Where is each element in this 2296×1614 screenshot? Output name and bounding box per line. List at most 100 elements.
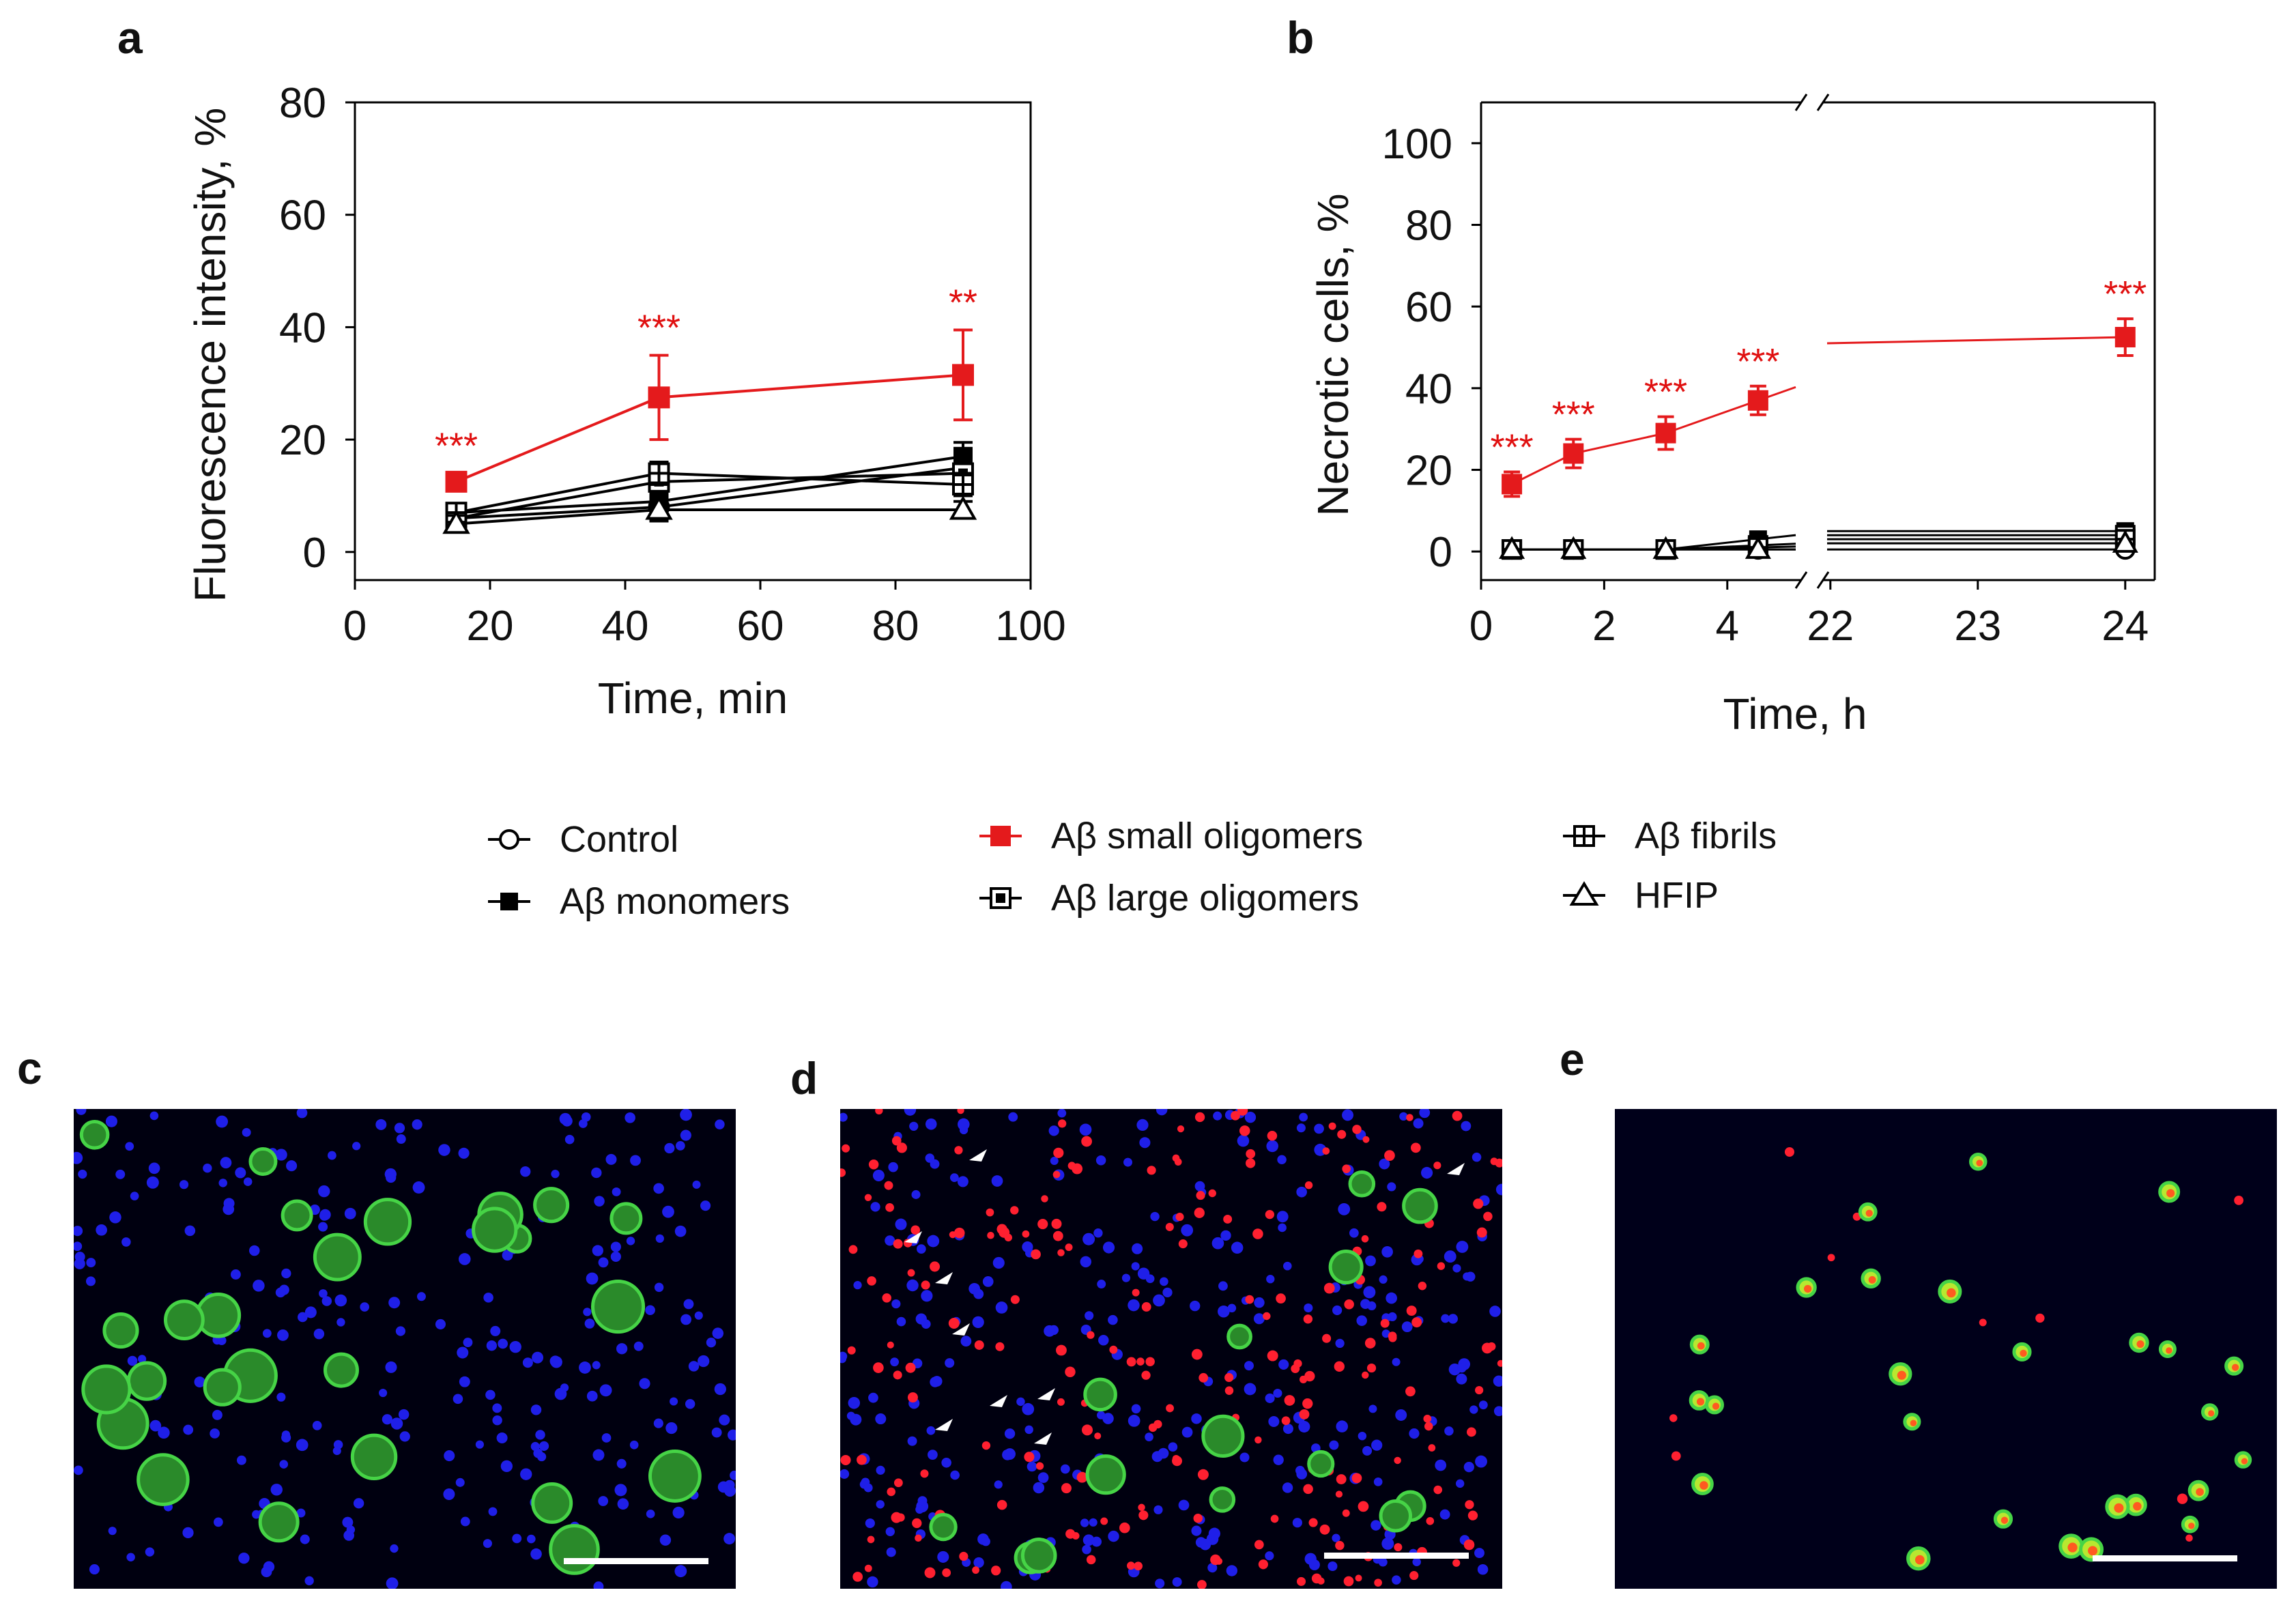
nucleus-dot xyxy=(1085,1311,1094,1321)
nucleus-dot xyxy=(1379,1275,1388,1284)
nucleus-dot xyxy=(535,1430,545,1440)
necrotic-dot xyxy=(1057,1398,1065,1406)
nucleus-dot xyxy=(1283,1261,1292,1271)
nucleus-dot xyxy=(876,1465,885,1475)
nucleus-dot xyxy=(220,1157,232,1169)
nucleus-dot xyxy=(1231,1241,1244,1254)
nucleus-dot xyxy=(1060,1464,1070,1474)
nucleus-dot xyxy=(1475,1455,1487,1468)
nucleus-dot xyxy=(183,1424,194,1435)
cell-body xyxy=(350,1433,398,1481)
nucleus-dot xyxy=(74,1241,83,1252)
nucleus-dot xyxy=(74,1252,85,1263)
nucleus-dot xyxy=(386,1172,397,1183)
necrotic-dot xyxy=(1827,1254,1835,1262)
nucleus-dot xyxy=(459,1376,470,1387)
necrotic-dot xyxy=(1473,1198,1484,1209)
nucleus-dot xyxy=(727,1429,736,1441)
chart-a-point-ab-fibrils xyxy=(952,474,974,495)
nucleus-dot xyxy=(885,1527,895,1536)
necrotic-dot xyxy=(1418,1282,1427,1291)
nucleus-dot xyxy=(599,1384,612,1397)
nucleus-dot xyxy=(1158,1447,1169,1459)
necrotic-dot xyxy=(1127,1561,1135,1570)
nucleus-dot xyxy=(1048,1125,1059,1136)
nucleus-dot xyxy=(500,1460,513,1473)
nucleus-dot xyxy=(610,1251,621,1263)
cell-body xyxy=(81,1364,132,1415)
nucleus-dot xyxy=(850,1413,862,1426)
chart-a-significance-label: *** xyxy=(637,308,680,349)
panel-label-e: e xyxy=(1560,1034,1585,1084)
nucleus-dot xyxy=(664,1142,675,1154)
cell-body xyxy=(324,1352,359,1388)
nucleus-dot xyxy=(1304,1303,1313,1313)
nucleus-dot xyxy=(520,1166,531,1177)
nucleus-dot xyxy=(1121,1273,1131,1282)
necrotic-dot xyxy=(893,1478,903,1488)
panel-label-a: a xyxy=(117,12,143,63)
nucleus-dot xyxy=(645,1305,655,1316)
nucleus-dot xyxy=(896,1316,906,1327)
necrotic-dot xyxy=(1358,1501,1369,1512)
necrotic-dot xyxy=(1426,1516,1435,1525)
necrotic-dot xyxy=(1483,1211,1493,1222)
chart-b-xtick-label: 23 xyxy=(1954,603,2001,650)
nucleus-dot xyxy=(1419,1109,1431,1119)
chart-b-xtick-label: 22 xyxy=(1807,603,1854,650)
nucleus-dot xyxy=(300,1534,310,1544)
cell-body xyxy=(1085,1454,1126,1495)
nucleus-dot xyxy=(86,1258,96,1268)
nucleus-dot xyxy=(941,1457,951,1468)
cell-body xyxy=(1083,1377,1117,1412)
nucleus-dot xyxy=(435,1318,446,1329)
necrotic-dot xyxy=(848,1245,858,1254)
legend-marker-hfip xyxy=(1569,881,1599,906)
necrotic-dot xyxy=(910,1225,921,1235)
nucleus-dot xyxy=(343,1530,355,1541)
necrotic-dot xyxy=(1041,1195,1048,1202)
necrotic-dot xyxy=(1031,1249,1041,1260)
nucleus-dot xyxy=(1128,1299,1140,1312)
nucleus-dot xyxy=(304,1576,314,1586)
nucleus-dot xyxy=(653,1418,663,1428)
chart-a-point-ab-small-oligomers xyxy=(648,386,670,409)
cell-core xyxy=(2166,1347,2172,1354)
cell-body xyxy=(533,1187,570,1224)
cell-body xyxy=(929,1512,958,1542)
necrotic-dot xyxy=(1388,1334,1397,1342)
nucleus-dot xyxy=(1412,1557,1421,1566)
nucleus-dot xyxy=(318,1185,330,1198)
nucleus-dot xyxy=(1033,1482,1045,1494)
nucleus-dot xyxy=(532,1351,544,1364)
necrotic-dot xyxy=(893,1370,902,1380)
necrotic-dot xyxy=(875,1109,883,1114)
necrotic-dot xyxy=(1411,1317,1422,1328)
nucleus-dot xyxy=(1091,1536,1102,1547)
necrotic-dot xyxy=(896,1142,907,1153)
nucleus-dot xyxy=(286,1160,298,1172)
cell-core xyxy=(2067,1542,2078,1553)
necrotic-dot xyxy=(1065,1366,1076,1377)
nucleus-dot xyxy=(579,1361,591,1374)
nucleus-dot xyxy=(972,1316,984,1328)
nucleus-dot xyxy=(1401,1321,1413,1333)
chart-b-series-hfip xyxy=(1499,530,2138,559)
nucleus-dot xyxy=(1082,1534,1095,1546)
nucleus-dot xyxy=(488,1507,498,1516)
legend-label-small-oligomers: Aβ small oligomers xyxy=(1051,816,1363,856)
nucleus-dot xyxy=(945,1358,955,1368)
necrotic-dot xyxy=(1317,1577,1325,1585)
necrotic-dot xyxy=(1377,1202,1387,1212)
nucleus-dot xyxy=(281,1268,291,1279)
nucleus-dot xyxy=(1278,1359,1289,1370)
cell-core xyxy=(1914,1555,1925,1565)
chart-b-significance-label: *** xyxy=(1736,341,1779,382)
nucleus-dot xyxy=(895,1218,907,1230)
nucleus-dot xyxy=(458,1147,470,1159)
nucleus-dot xyxy=(1057,1109,1067,1118)
nucleus-dot xyxy=(646,1509,655,1518)
nucleus-dot xyxy=(457,1346,469,1359)
nucleus-dot xyxy=(1156,1109,1168,1116)
nucleus-dot xyxy=(1153,1294,1165,1307)
